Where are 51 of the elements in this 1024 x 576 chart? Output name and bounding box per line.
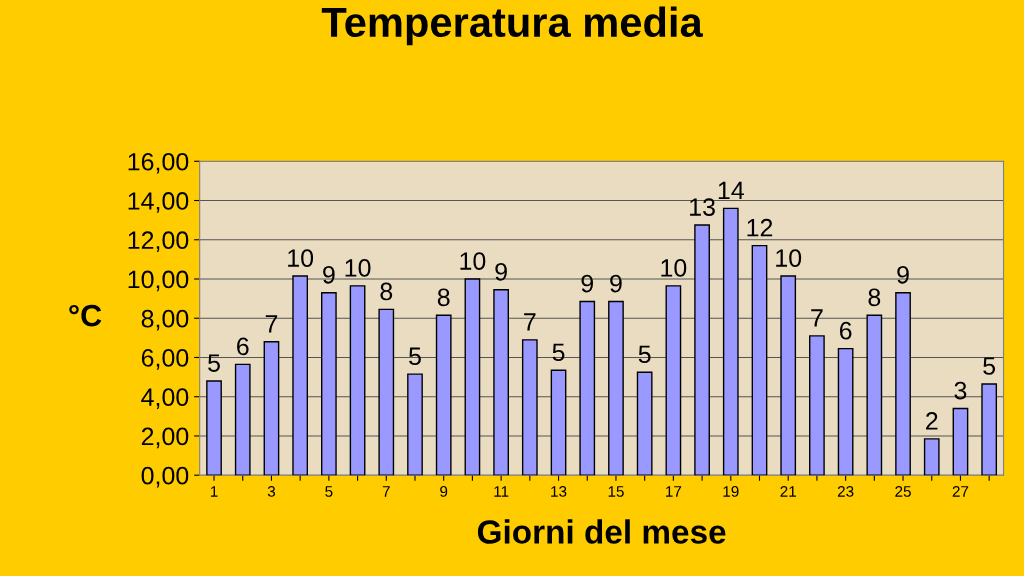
data-label: 7: [524, 313, 536, 331]
y-tick-label: 0,00: [141, 466, 189, 488]
data-label: 9: [581, 274, 594, 293]
x-tick-label: 23: [837, 486, 854, 497]
data-label: 10: [776, 249, 802, 267]
data-label: 6: [237, 337, 249, 356]
x-tick-label: 11: [494, 486, 509, 497]
chart-title: Temperatura media: [321, 6, 703, 46]
x-tick-label: 25: [895, 486, 911, 497]
x-tick-label: 3: [267, 486, 276, 497]
data-label: 8: [437, 288, 450, 307]
x-tick-label: 17: [666, 486, 682, 497]
data-label: 5: [983, 357, 996, 375]
y-tick-label: 16,00: [128, 152, 189, 174]
x-tick-label: 21: [780, 486, 796, 497]
x-tick-label: 15: [608, 486, 624, 497]
x-tick-label: 9: [440, 486, 448, 497]
data-label: 6: [839, 321, 852, 340]
x-tick-label: 1: [210, 486, 218, 497]
x-tick-label: 19: [723, 486, 739, 497]
y-tick-label: 6,00: [141, 349, 189, 370]
data-label: 10: [661, 259, 687, 277]
data-label: 10: [288, 249, 314, 267]
y-tick-label: 8,00: [141, 309, 189, 331]
y-tick-label: 2,00: [141, 427, 189, 449]
data-label: 9: [495, 262, 507, 281]
data-label: 10: [460, 252, 486, 270]
data-label: 14: [718, 181, 744, 200]
y-tick-label: 14,00: [128, 192, 189, 213]
data-label: 8: [380, 282, 393, 301]
data-label: 12: [747, 218, 773, 237]
y-axis-title: °C: [69, 304, 102, 327]
data-label: 10: [345, 259, 371, 277]
data-label: 13: [690, 198, 715, 216]
x-tick-label: 27: [952, 486, 969, 497]
y-tick-label: 12,00: [128, 231, 189, 253]
x-tick-label: 7: [382, 486, 390, 497]
data-label: 9: [323, 265, 335, 284]
data-label: 8: [868, 288, 881, 307]
data-label: 9: [897, 265, 909, 284]
data-label: 5: [208, 354, 220, 372]
data-label: 3: [954, 381, 967, 400]
y-tick-label: 10,00: [128, 270, 189, 292]
data-label: 7: [811, 309, 823, 327]
x-tick-label: 13: [551, 486, 567, 497]
x-axis-title: Giorni del mese: [477, 519, 726, 544]
data-label: 2: [926, 412, 938, 430]
data-label: 7: [265, 315, 278, 333]
y-tick-label: 4,00: [141, 388, 189, 409]
data-label: 9: [610, 274, 622, 293]
x-tick-label: 5: [325, 486, 333, 497]
